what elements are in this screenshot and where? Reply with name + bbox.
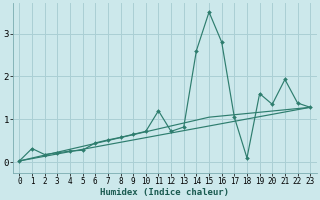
X-axis label: Humidex (Indice chaleur): Humidex (Indice chaleur) — [100, 188, 229, 197]
